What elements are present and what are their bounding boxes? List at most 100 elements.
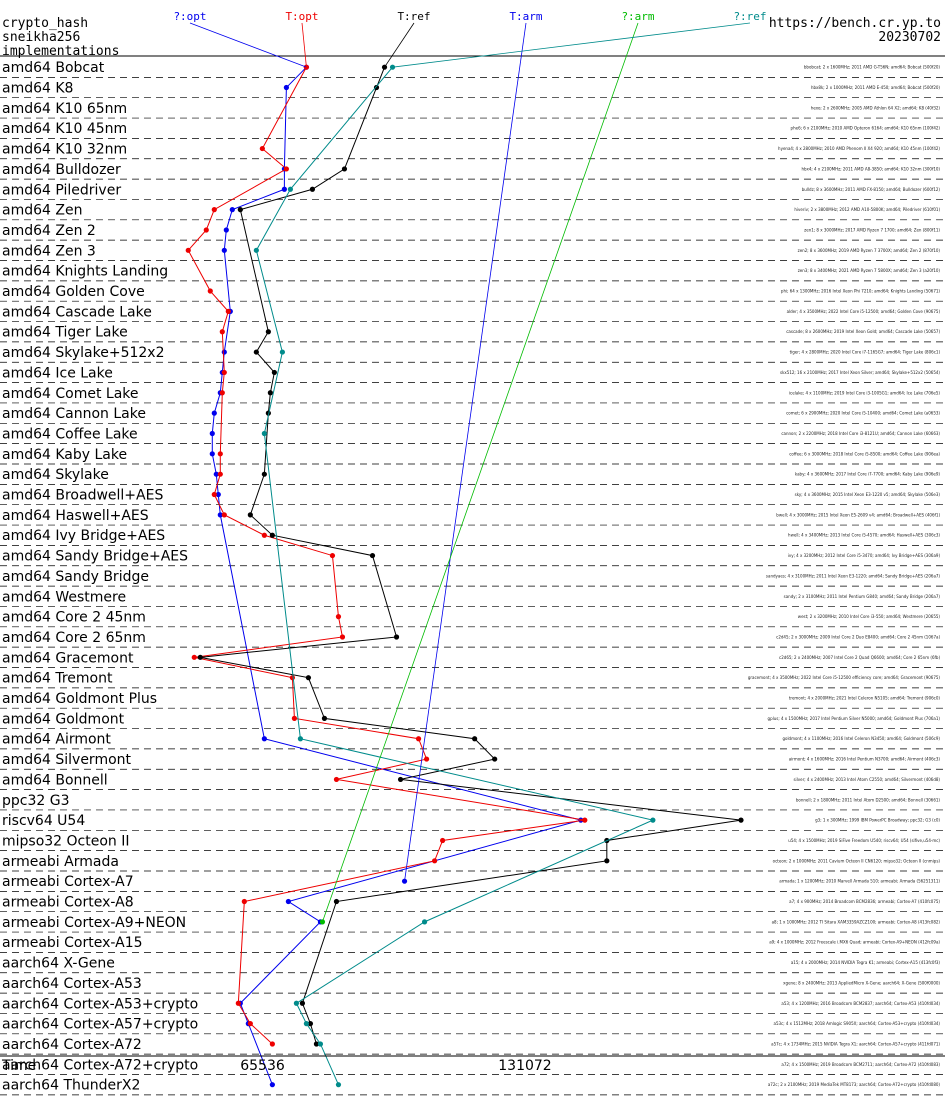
machine-label: gracemont; 4 x 3500MHz; 2022 Intel Core … bbox=[748, 675, 941, 680]
category-label: aarch64 ThunderX2 bbox=[2, 1078, 140, 1094]
data-point bbox=[247, 1021, 253, 1027]
data-point bbox=[225, 308, 231, 314]
category-label: amd64 Bobcat bbox=[2, 60, 105, 76]
legend-leader bbox=[189, 22, 307, 68]
category-label: amd64 Comet Lake bbox=[2, 386, 139, 402]
legend-leader bbox=[322, 22, 639, 923]
data-point bbox=[221, 349, 227, 355]
data-point bbox=[313, 1041, 320, 1047]
series-line bbox=[200, 66, 742, 1045]
header-primitive: sneikha256 bbox=[2, 30, 81, 45]
machine-label: silver; 4 x 2400MHz; 2013 Intel Atom C25… bbox=[793, 777, 940, 782]
legend-label: ?:opt bbox=[173, 10, 206, 23]
legend-leader bbox=[301, 22, 307, 68]
machine-label: tiger; 4 x 2800MHz; 2020 Intel Core i7-1… bbox=[790, 350, 941, 355]
machine-label: cannon; 2 x 2200MHz; 2018 Intel Core i3-… bbox=[781, 431, 940, 436]
category-label: amd64 Ivy Bridge+AES bbox=[2, 528, 165, 544]
series-line bbox=[211, 66, 583, 1085]
machine-label: gplus; 4 x 1500MHz; 2017 Intel Pentium S… bbox=[768, 716, 941, 721]
data-point bbox=[283, 84, 289, 91]
data-point bbox=[582, 817, 588, 823]
category-label: amd64 Goldmont Plus bbox=[2, 691, 157, 707]
machine-label: hbx4; 4 x 2100MHz; 2011 AMD A8-3850; amd… bbox=[801, 166, 940, 171]
machine-label: hiveriv; 2 x 3800MHz; 2012 AMD A10-5800K… bbox=[794, 207, 940, 212]
data-point bbox=[421, 919, 428, 925]
data-point bbox=[297, 736, 304, 742]
data-point bbox=[431, 858, 438, 864]
category-label: amd64 Kaby Lake bbox=[2, 447, 127, 463]
data-point bbox=[219, 390, 225, 396]
category-label: amd64 Piledriver bbox=[2, 182, 121, 198]
category-label: amd64 Cascade Lake bbox=[2, 304, 152, 320]
data-point bbox=[440, 837, 446, 844]
machine-label: hexo; 2 x 2600MHz; 2005 AMD Athlon 64 X2… bbox=[811, 105, 941, 110]
row-grid bbox=[0, 76, 945, 1096]
category-label: aarch64 X-Gene bbox=[2, 956, 115, 972]
machine-label: ivy; 4 x 3200MHz; 2012 Intel Core i5-347… bbox=[788, 553, 941, 558]
category-label: amd64 Westmere bbox=[2, 589, 126, 605]
data-point bbox=[265, 329, 271, 335]
data-point bbox=[191, 654, 197, 660]
data-point bbox=[253, 247, 259, 253]
machine-label: a53c; 4 x 1512MHz; 2018 Amlogic S905X; a… bbox=[774, 1021, 941, 1026]
machine-label: g3; 1 x 300MHz; 1999 IBM PowerPC Broadwa… bbox=[815, 818, 940, 823]
series-line bbox=[187, 66, 585, 1045]
category-label: amd64 K10 32nm bbox=[2, 142, 127, 158]
machine-label: bwell; 4 x 3000MHz; 2015 Intel Xeon E5-2… bbox=[776, 512, 940, 517]
category-label: aarch64 Cortex-A72 bbox=[2, 1037, 142, 1053]
data-point bbox=[492, 756, 498, 762]
data-point bbox=[237, 207, 243, 213]
category-label: amd64 Tremont bbox=[2, 671, 113, 687]
category-label: armeabi Cortex-A15 bbox=[2, 935, 143, 951]
data-point bbox=[393, 634, 400, 640]
machine-label: a72; 4 x 1500MHz; 2019 Broadcom BCM2711;… bbox=[781, 1062, 940, 1067]
data-point bbox=[401, 878, 408, 884]
data-point bbox=[321, 715, 328, 721]
category-label: amd64 Airmont bbox=[2, 732, 111, 748]
legend-label: ?:ref bbox=[733, 10, 766, 23]
data-point bbox=[219, 329, 225, 335]
category-label: amd64 Core 2 65nm bbox=[2, 630, 146, 646]
category-label: amd64 Golden Cove bbox=[2, 284, 145, 300]
machine-label: alder; 4 x 3500MHz; 2022 Intel Core i5-1… bbox=[787, 309, 941, 314]
machine-label: cascade; 8 x 2600MHz; 2019 Intel Xeon Go… bbox=[786, 329, 940, 334]
category-labels: amd64 Bobcat amd64 K8 amd64 K10 65nm amd64 … bbox=[2, 60, 198, 1094]
category-label: amd64 Bulldozer bbox=[2, 162, 121, 178]
data-point bbox=[397, 776, 404, 783]
data-point bbox=[221, 369, 227, 376]
category-label: aarch64 Cortex-A53+crypto bbox=[2, 996, 198, 1012]
machine-label: phi; 64 x 1300MHz; 2016 Intel Xeon Phi 7… bbox=[781, 289, 941, 294]
machine-label: a15; 4 x 2000MHz; 2014 NVIDIA Tegra K1; … bbox=[791, 960, 941, 965]
machine-label: c2d45; 2 x 3000MHz; 2009 Intel Core 2 Du… bbox=[776, 634, 940, 639]
category-label: amd64 K10 45nm bbox=[2, 121, 127, 137]
category-label: amd64 Sandy Bridge bbox=[2, 569, 149, 585]
x-axis-label: Time bbox=[1, 1058, 36, 1074]
category-label: aarch64 Cortex-A57+crypto bbox=[2, 1017, 198, 1033]
category-label: amd64 K10 65nm bbox=[2, 101, 127, 117]
category-label: amd64 Zen bbox=[2, 203, 82, 219]
data-point bbox=[279, 349, 285, 355]
data-point bbox=[291, 715, 297, 721]
x-tick-label: 131072 bbox=[498, 1058, 551, 1074]
data-point bbox=[261, 736, 267, 742]
data-point bbox=[235, 1000, 241, 1006]
category-label: amd64 Gracemont bbox=[2, 650, 134, 666]
machine-label: west; 2 x 3200MHz; 2010 Intel Core i3-55… bbox=[798, 614, 941, 619]
legend-leader bbox=[392, 22, 751, 68]
data-point bbox=[650, 817, 656, 823]
data-point bbox=[303, 1021, 310, 1027]
machine-label: kaby; 4 x 3600MHz; 2017 Intel Core i7-77… bbox=[795, 472, 941, 477]
data-point bbox=[283, 166, 289, 172]
data-point bbox=[253, 349, 259, 355]
category-label: aarch64 Cortex-A53 bbox=[2, 976, 142, 992]
data-point bbox=[247, 512, 253, 518]
data-point bbox=[217, 512, 223, 518]
data-point bbox=[329, 552, 336, 559]
data-point bbox=[341, 166, 348, 172]
category-label: amd64 Core 2 45nm bbox=[2, 610, 146, 626]
data-point bbox=[269, 532, 275, 538]
category-label: amd64 Skylake+512x2 bbox=[2, 345, 164, 361]
data-point bbox=[299, 1000, 306, 1006]
category-label: amd64 Zen 3 bbox=[2, 243, 96, 259]
